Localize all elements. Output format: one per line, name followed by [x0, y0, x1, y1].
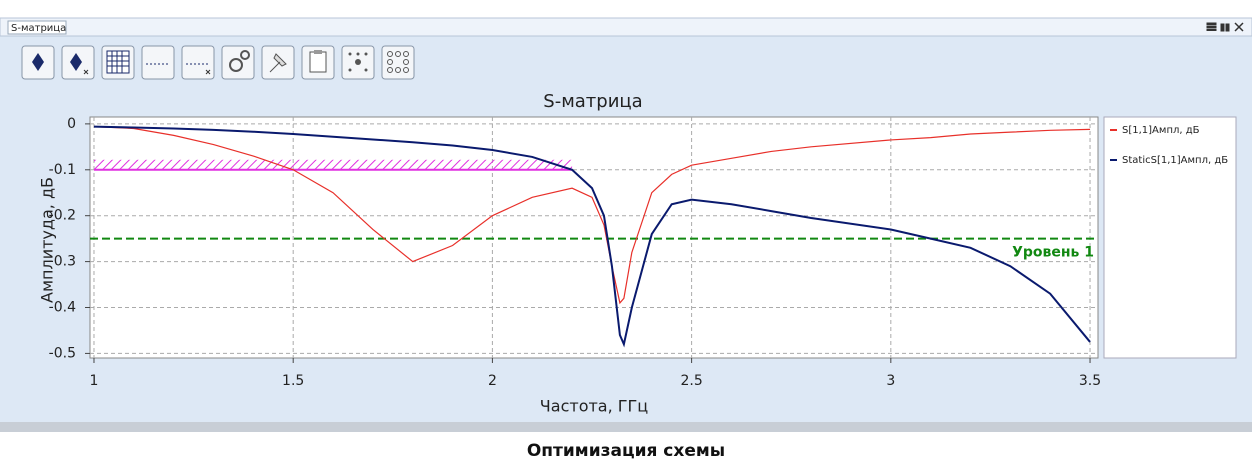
tool-level[interactable] [141, 45, 175, 80]
tab[interactable] [7, 20, 67, 35]
legend-label: StaticS[1,1]Ампл, дБ [1122, 155, 1228, 166]
tool-points[interactable] [341, 45, 375, 80]
toolbar [21, 45, 415, 80]
tool-marker[interactable] [21, 45, 55, 80]
tool-table[interactable] [101, 45, 135, 80]
y-tick-label: -0.3 [49, 254, 76, 270]
x-tick-label: 2 [488, 373, 497, 389]
x-tick-label: 1 [90, 373, 99, 389]
limit-hatch [93, 159, 573, 170]
y-tick-label: -0.1 [49, 162, 76, 178]
y-tick-label: -0.2 [49, 208, 76, 224]
x-tick-label: 3.5 [1079, 373, 1101, 389]
window-controls[interactable] [1206, 22, 1244, 32]
chart-title: S-матрица [543, 91, 642, 112]
tool-clipboard[interactable] [301, 45, 335, 80]
y-tick-label: -0.5 [49, 345, 76, 361]
y-axis-label: Амплитуда, дБ [38, 177, 57, 303]
status-bar [0, 422, 1252, 432]
series-line [93, 125, 1091, 348]
legend [1103, 116, 1237, 359]
plot-area [89, 116, 1099, 359]
x-tick-label: 3 [886, 373, 895, 389]
tool-marker-delete[interactable] [61, 45, 95, 80]
x-tick-label: 1.5 [282, 373, 304, 389]
tool-pin[interactable] [261, 45, 295, 80]
tool-points-large[interactable] [381, 45, 415, 80]
panel-header [0, 17, 1252, 37]
level-label: Уровень 1 [1012, 245, 1094, 261]
tool-level-delete[interactable] [181, 45, 215, 80]
tool-settings[interactable] [221, 45, 255, 80]
y-tick-label: 0 [67, 116, 76, 132]
plot: 0 -0.1 -0.2 -0.3 -0.4 -0.5 1 1.5 2 2.5 3 3.5 Уровень… [49, 116, 1229, 389]
y-tick-label: -0.4 [49, 300, 76, 316]
caption: Оптимизация схемы [527, 441, 725, 461]
x-axis-label: Частота, ГГц [540, 397, 648, 416]
window-title: S-матрица [11, 23, 66, 34]
legend-label: S[1,1]Ампл, дБ [1122, 125, 1200, 136]
x-tick-label: 2.5 [680, 373, 702, 389]
